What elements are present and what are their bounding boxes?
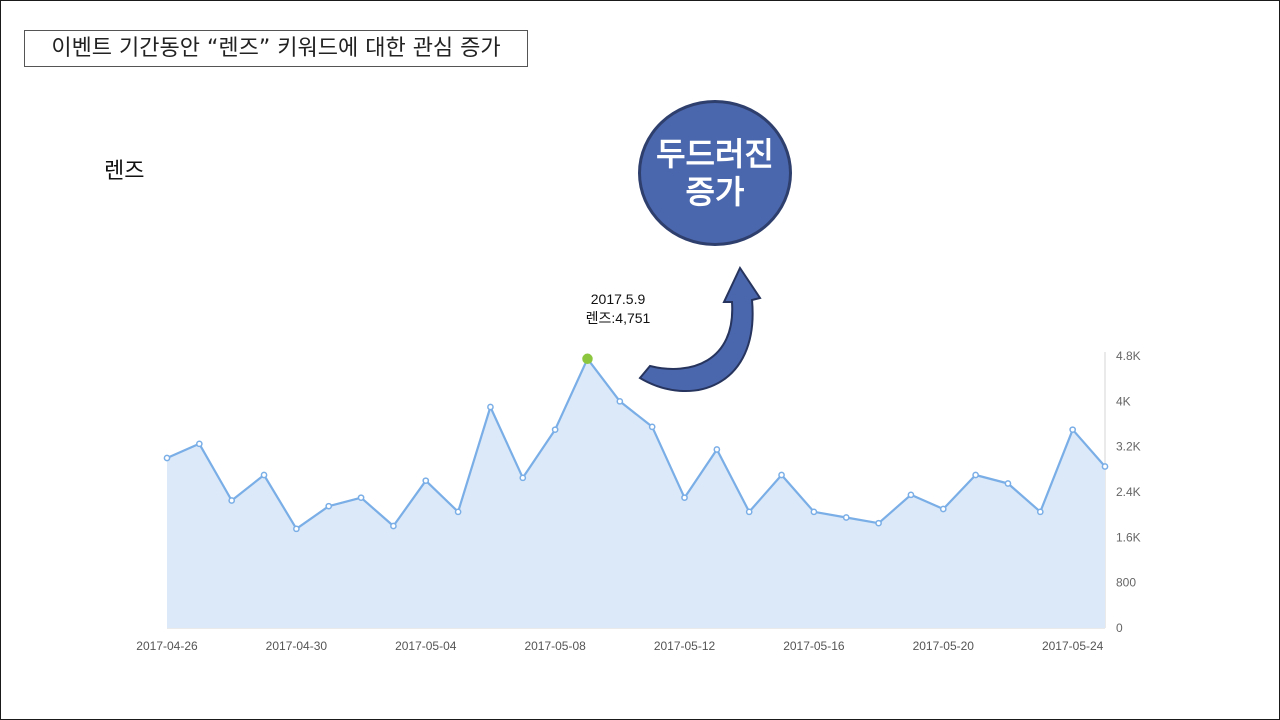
- highlight-badge: 두드러진 증가: [638, 100, 792, 246]
- slide-title: 이벤트 기간동안 “렌즈” 키워드에 대한 관심 증가: [51, 36, 501, 61]
- badge-text: 두드러진 증가: [656, 135, 774, 211]
- keyword-label: 렌즈: [104, 159, 145, 184]
- peak-callout: 2017.5.9 렌즈:4,751: [558, 290, 678, 328]
- callout-value: 렌즈:4,751: [585, 310, 651, 326]
- title-box: [24, 30, 528, 67]
- callout-date: 2017.5.9: [590, 291, 646, 307]
